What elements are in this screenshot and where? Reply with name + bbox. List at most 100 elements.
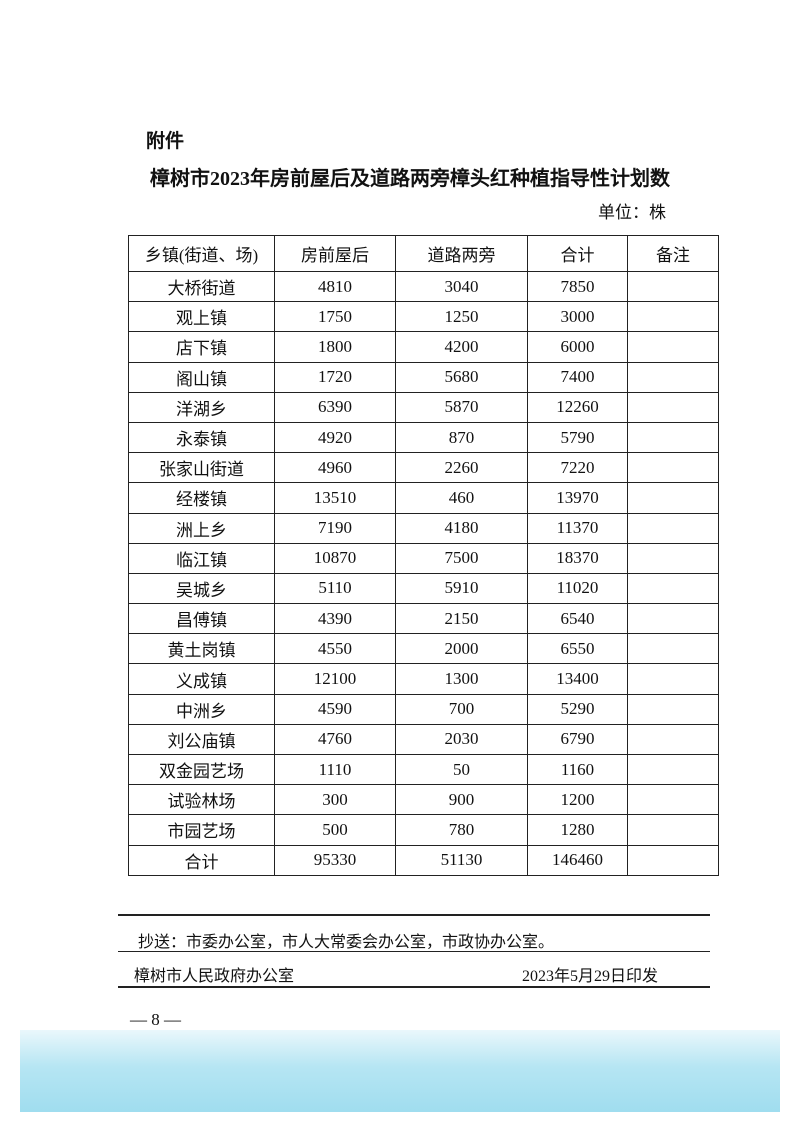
table-cell [627,421,719,454]
table-cell: 大桥街道 [128,270,275,303]
table-cell: 洋湖乡 [128,391,275,423]
issuer: 樟树市人民政府办公室 [134,968,295,985]
table-cell: 刘公庙镇 [128,723,275,756]
table-cell [627,814,719,846]
table-cell: 洲上乡 [128,512,275,544]
column-header: 合计 [527,235,628,272]
table-cell: 50 [395,753,528,786]
table-cell: 5290 [527,693,628,725]
scan-artifact-band [20,1030,780,1112]
table-cell: 市园艺场 [128,814,275,846]
table-cell: 1720 [274,361,396,393]
table-cell [627,633,719,665]
table-cell: 11370 [527,512,628,544]
table-cell: 460 [395,482,528,514]
table-cell: 6550 [527,633,628,665]
unit-label: 单位：株 [598,203,666,222]
table-row: 店下镇 1800 4200 6000 [128,331,719,363]
table-cell: 146460 [527,844,628,876]
table-cell: 870 [395,421,528,454]
table-header-row: 乡镇(街道、场) 房前屋后 道路两旁 合计 备注 [128,235,719,272]
table-cell: 12100 [274,663,396,695]
table-cell: 6790 [527,723,628,756]
table-cell: 2030 [395,723,528,756]
table-cell: 1750 [274,301,396,333]
table-cell: 试验林场 [128,784,275,816]
table-cell: 12260 [527,391,628,423]
table-cell [627,301,719,333]
table-cell [627,753,719,786]
table-cell: 张家山街道 [128,452,275,484]
table-cell [627,844,719,876]
plan-table: 乡镇(街道、场) 房前屋后 道路两旁 合计 备注 大桥街道 4810 3040 7850 观上镇… [128,235,719,876]
table-row: 黄土岗镇 4550 2000 6550 [128,633,719,665]
table-cell: 1800 [274,331,396,363]
table-row: 试验林场 300 900 1200 [128,784,719,816]
table-cell: 义成镇 [128,663,275,695]
table-cell: 700 [395,693,528,725]
table-cell: 95330 [274,844,396,876]
table-cell [627,391,719,423]
table-cell: 7500 [395,542,528,574]
document-title: 樟树市2023年房前屋后及道路两旁樟头红种植指导性计划数 [150,168,670,190]
table-cell: 5870 [395,391,528,423]
table-cell: 6000 [527,331,628,363]
table-cell: 2000 [395,633,528,665]
table-cell: 吴城乡 [128,572,275,605]
table-cell: 7850 [527,270,628,303]
table-row: 中洲乡 4590 700 5290 [128,693,719,725]
table-cell [627,542,719,574]
table-cell: 阁山镇 [128,361,275,393]
table-cell: 13970 [527,482,628,514]
table-cell: 1280 [527,814,628,846]
table-cell: 5110 [274,572,396,605]
table-cell: 4920 [274,421,396,454]
table-cell: 1110 [274,753,396,786]
issue-date: 2023年5月29日印发 [522,968,659,985]
table-cell: 51130 [395,844,528,876]
table-cell: 4810 [274,270,396,303]
table-cell: 双金园艺场 [128,753,275,786]
table-row: 永泰镇 4920 870 5790 [128,421,719,454]
column-header: 乡镇(街道、场) [128,235,275,272]
table-cell: 10870 [274,542,396,574]
table-cell: 4760 [274,723,396,756]
table-cell: 500 [274,814,396,846]
table-cell: 3000 [527,301,628,333]
table-row: 双金园艺场 1110 50 1160 [128,753,719,786]
table-cell [627,270,719,303]
table-cell: 13400 [527,663,628,695]
table-cell: 4960 [274,452,396,484]
table-cell [627,603,719,635]
table-cell: 6390 [274,391,396,423]
column-header: 备注 [627,235,719,272]
table-cell [627,693,719,725]
table-row: 观上镇 1750 1250 3000 [128,301,719,333]
table-row: 市园艺场 500 780 1280 [128,814,719,846]
table-cell: 中洲乡 [128,693,275,725]
table-cell: 7220 [527,452,628,484]
column-header: 道路两旁 [395,235,528,272]
table-cell: 13510 [274,482,396,514]
table-cell: 永泰镇 [128,421,275,454]
table-row: 经楼镇 13510 460 13970 [128,482,719,514]
table-cell: 观上镇 [128,301,275,333]
divider [118,951,710,952]
table-cell [627,361,719,393]
table-cell: 店下镇 [128,331,275,363]
table-row: 阁山镇 1720 5680 7400 [128,361,719,393]
table-cell: 4200 [395,331,528,363]
table-cell: 780 [395,814,528,846]
table-cell: 900 [395,784,528,816]
table-row: 洲上乡 7190 4180 11370 [128,512,719,544]
table-cell: 1250 [395,301,528,333]
table-row: 张家山街道 4960 2260 7220 [128,452,719,484]
table-cell: 1200 [527,784,628,816]
table-cell: 5910 [395,572,528,605]
table-cell [627,784,719,816]
divider [118,986,710,988]
table-cell: 昌傅镇 [128,603,275,635]
divider [118,914,710,916]
table-cell: 300 [274,784,396,816]
table-cell: 7190 [274,512,396,544]
